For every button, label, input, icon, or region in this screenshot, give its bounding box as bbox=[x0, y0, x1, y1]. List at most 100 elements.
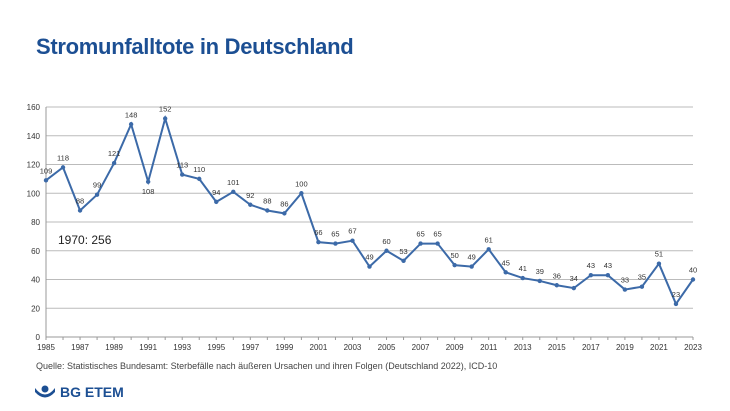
data-label: 53 bbox=[399, 247, 407, 256]
y-tick-label: 0 bbox=[36, 333, 41, 342]
data-point bbox=[452, 262, 457, 268]
data-point bbox=[435, 241, 440, 246]
data-point bbox=[316, 239, 321, 245]
data-point bbox=[162, 116, 168, 121]
data-label: 94 bbox=[212, 188, 220, 197]
data-point bbox=[111, 160, 117, 166]
data-point bbox=[690, 277, 696, 282]
data-point bbox=[639, 284, 645, 289]
data-point bbox=[537, 278, 542, 284]
data-point bbox=[554, 283, 559, 288]
x-tick-label: 2009 bbox=[446, 343, 464, 352]
data-point bbox=[299, 191, 304, 196]
data-label: 33 bbox=[621, 276, 629, 285]
x-tick-label: 2003 bbox=[344, 343, 362, 352]
data-label: 109 bbox=[40, 166, 53, 175]
y-tick-label: 120 bbox=[27, 161, 41, 170]
data-label: 88 bbox=[76, 197, 84, 206]
data-point bbox=[350, 238, 355, 243]
data-point bbox=[231, 189, 236, 195]
x-tick-label: 2017 bbox=[582, 343, 600, 352]
data-point bbox=[571, 285, 577, 291]
data-point bbox=[94, 192, 100, 197]
data-point bbox=[248, 202, 253, 207]
data-label: 34 bbox=[570, 274, 578, 283]
data-point bbox=[180, 172, 185, 177]
data-label: 35 bbox=[638, 273, 646, 282]
y-tick-label: 100 bbox=[27, 189, 41, 198]
y-tick-label: 40 bbox=[31, 276, 40, 285]
data-label: 118 bbox=[57, 153, 69, 162]
data-label: 45 bbox=[502, 258, 510, 267]
data-label: 49 bbox=[467, 253, 475, 262]
data-label: 66 bbox=[314, 228, 322, 237]
x-tick-label: 2001 bbox=[310, 343, 328, 352]
data-label: 40 bbox=[689, 266, 697, 275]
data-label: 65 bbox=[331, 230, 339, 239]
x-tick-label: 1993 bbox=[173, 343, 191, 352]
data-label: 110 bbox=[193, 165, 205, 174]
data-label: 152 bbox=[159, 105, 172, 114]
x-tick-label: 1997 bbox=[241, 343, 259, 352]
series-line bbox=[45, 114, 694, 306]
x-tick-label: 2013 bbox=[514, 343, 532, 352]
line-chart: 0 20 40 60 80 100 120 140 160 1985 1987 1989 1991 199… bbox=[27, 103, 703, 352]
data-label: 43 bbox=[587, 261, 595, 270]
data-label: 23 bbox=[672, 290, 680, 299]
data-point bbox=[384, 248, 389, 253]
y-tick-label: 140 bbox=[27, 132, 41, 141]
data-label: 41 bbox=[519, 264, 527, 273]
data-label: 65 bbox=[433, 230, 441, 239]
x-tick-label: 1999 bbox=[275, 343, 293, 352]
logo-text: BG ETEM bbox=[60, 384, 124, 400]
data-point bbox=[43, 178, 49, 183]
data-label: 100 bbox=[295, 179, 308, 188]
data-point bbox=[77, 208, 83, 213]
data-point bbox=[367, 264, 372, 269]
y-tick-label: 80 bbox=[31, 218, 40, 227]
data-label: 121 bbox=[108, 149, 121, 158]
data-point bbox=[214, 199, 219, 205]
data-label: 148 bbox=[125, 110, 138, 119]
chart-title: Stromunfalltote in Deutschland bbox=[36, 34, 354, 59]
data-label: 101 bbox=[227, 178, 240, 187]
x-tick-label: 1991 bbox=[139, 343, 157, 352]
data-label: 51 bbox=[655, 250, 663, 259]
data-point bbox=[605, 272, 611, 278]
data-label: 113 bbox=[176, 161, 188, 170]
x-tick-label: 2011 bbox=[480, 343, 498, 352]
x-tick-label: 2019 bbox=[616, 343, 634, 352]
y-tick-label: 60 bbox=[31, 247, 40, 256]
data-label: 39 bbox=[536, 267, 544, 276]
data-label: 92 bbox=[246, 191, 254, 200]
x-tick-label: 1989 bbox=[105, 343, 123, 352]
logo-icon bbox=[35, 385, 55, 398]
x-tick-label: 2007 bbox=[412, 343, 430, 352]
data-label: 88 bbox=[263, 197, 271, 206]
bg-etem-logo: BG ETEM bbox=[34, 384, 124, 400]
data-point bbox=[673, 301, 679, 307]
x-tick-label: 2021 bbox=[650, 343, 668, 352]
y-tick-label: 20 bbox=[31, 304, 40, 313]
data-point bbox=[401, 258, 406, 264]
y-tick-label: 160 bbox=[27, 103, 41, 112]
data-label: 50 bbox=[450, 251, 458, 260]
data-label: 61 bbox=[485, 235, 493, 244]
data-label: 108 bbox=[142, 187, 155, 196]
x-tick-label: 1985 bbox=[37, 343, 55, 352]
x-tick-label: 1995 bbox=[207, 343, 225, 352]
x-tick-label: 2005 bbox=[378, 343, 396, 352]
annotation-1970: 1970: 256 bbox=[58, 233, 112, 247]
data-point bbox=[197, 176, 202, 182]
x-tick-label: 2015 bbox=[548, 343, 566, 352]
data-point bbox=[128, 122, 134, 127]
data-point bbox=[60, 165, 66, 170]
data-point bbox=[520, 275, 525, 281]
data-point bbox=[486, 247, 491, 252]
source-note: Quelle: Statistisches Bundesamt: Sterbef… bbox=[36, 361, 498, 371]
x-tick-label: 1987 bbox=[71, 343, 89, 352]
data-label: 60 bbox=[382, 237, 390, 246]
data-point bbox=[282, 211, 287, 216]
data-point bbox=[588, 272, 594, 278]
data-label: 49 bbox=[365, 253, 373, 262]
